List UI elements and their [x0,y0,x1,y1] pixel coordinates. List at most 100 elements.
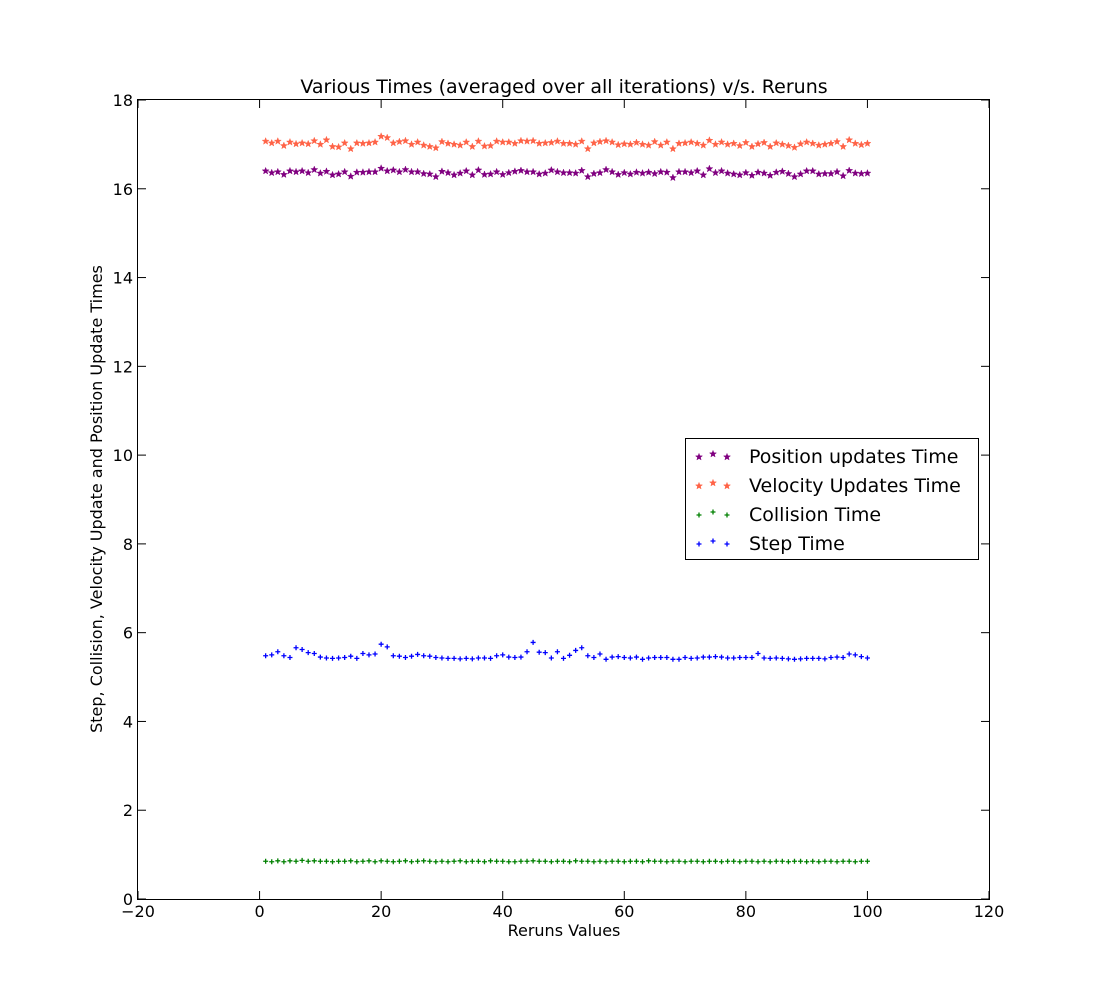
data-points [261,132,872,865]
data-point [863,139,872,147]
data-point [832,137,842,146]
data-point [784,141,793,150]
data-point [506,654,512,660]
data-point [354,655,360,661]
x-tick-label: 100 [852,902,883,921]
data-point [535,139,544,147]
data-point [779,655,785,661]
data-point [804,655,810,661]
data-point [650,137,659,146]
data-point [790,172,799,181]
data-point [820,140,829,148]
data-point [620,139,629,148]
plot-area-frame [137,99,990,900]
data-point [627,858,633,864]
data-point [263,858,269,864]
data-point [281,653,287,659]
data-point [299,647,305,653]
data-point [504,168,513,177]
data-point [753,139,763,148]
data-point [682,655,688,661]
data-point [772,138,781,147]
data-point [589,169,599,178]
data-point [753,168,763,176]
data-point [640,859,646,865]
data-point [767,859,773,865]
data-point [273,167,282,176]
data-point [542,650,548,656]
legend-marker [694,452,704,461]
legend-marker [708,478,718,487]
data-point [395,137,404,146]
data-point [664,655,670,661]
data-point [415,651,421,657]
data-point [766,171,775,179]
data-point [269,652,275,658]
data-point [384,644,390,650]
data-point [468,142,477,151]
data-point [480,141,489,150]
data-point [481,859,487,865]
data-point [390,859,396,865]
data-point [535,169,544,178]
data-point [749,858,755,864]
data-point [340,138,349,147]
data-point [773,655,779,661]
data-point [383,133,392,142]
legend-marker [724,541,730,547]
data-point [615,654,621,660]
data-point [279,170,288,179]
data-point [579,645,585,651]
data-point [851,139,860,147]
data-point [693,139,702,147]
data-point [790,143,799,151]
data-point [826,139,836,147]
data-point [553,167,562,176]
data-point [656,140,665,149]
data-point [828,655,834,661]
data-point [443,139,453,147]
data-point [475,655,481,661]
data-point [293,858,299,864]
data-point [658,858,664,864]
data-point [469,656,475,662]
data-point [820,169,829,178]
legend-entry: Velocity Updates Time [694,475,961,497]
data-point [451,858,457,864]
data-point [425,169,434,178]
data-point [595,137,605,146]
data-point [573,647,579,653]
data-point [652,858,658,864]
data-point [725,858,731,864]
data-point [510,139,519,147]
data-point [680,138,690,147]
data-point [834,859,840,865]
chart-title: Various Times (averaged over all iterati… [300,76,827,98]
data-point [791,656,797,662]
data-point [700,654,706,660]
data-point [591,655,597,661]
data-point [579,858,585,864]
legend-marker [710,538,716,544]
data-point [725,655,731,661]
data-point [731,858,737,864]
legend: Position updates Time Velocity Updates Ti… [685,438,979,560]
data-point [735,170,744,179]
data-point [699,140,708,149]
legend-marker [722,452,732,461]
x-tick-label: 20 [371,902,391,921]
data-point [601,136,611,145]
data-point [712,858,718,864]
data-point [409,859,415,865]
data-point [573,858,579,864]
data-point [857,169,866,178]
series-3 [263,639,870,662]
data-point [638,168,647,177]
data-point [773,858,779,864]
data-point [595,168,605,177]
data-point [796,169,805,178]
data-point [737,655,743,661]
data-point [299,857,305,863]
data-point [633,858,639,864]
data-point [279,141,288,150]
